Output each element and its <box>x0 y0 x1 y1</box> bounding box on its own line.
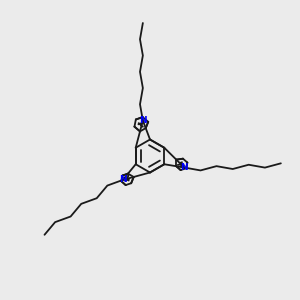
Text: N: N <box>119 176 127 184</box>
Text: N: N <box>139 116 147 125</box>
Text: N: N <box>181 163 188 172</box>
